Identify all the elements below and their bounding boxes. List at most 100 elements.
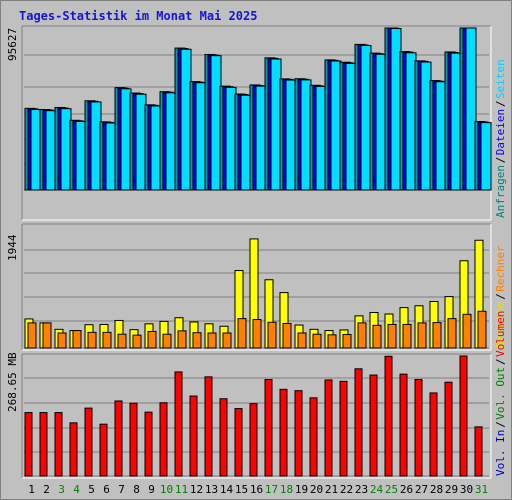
- bar-rechner-day-5: [87, 331, 97, 349]
- x-tick-label-19: 19: [295, 483, 308, 496]
- right-label-dateien: Dateien: [494, 109, 507, 155]
- right-label-vol--in: Vol. In: [494, 430, 507, 476]
- bar-rechner-day-28: [432, 322, 442, 349]
- x-tick-label-2: 2: [43, 483, 50, 496]
- x-tick-label-14: 14: [220, 483, 234, 496]
- bar-volumen-day-25: [384, 355, 393, 477]
- bar-volumen-day-14: [219, 398, 228, 477]
- x-tick-label-25: 25: [385, 483, 398, 496]
- x-tick-label-24: 24: [370, 483, 384, 496]
- bar-rechner-day-14: [222, 332, 232, 349]
- right-label-volumen: Volumen: [494, 311, 507, 357]
- x-tick-label-23: 23: [355, 483, 368, 496]
- x-tick-label-31: 31: [475, 483, 488, 496]
- right-label-rechner: Rechner: [494, 245, 507, 292]
- bar-volumen-day-23: [354, 368, 363, 477]
- right-label-sep: /: [494, 358, 507, 365]
- bar-volumen-day-19: [294, 390, 303, 477]
- right-label-sep: /: [494, 421, 507, 428]
- bar-rechner-day-15: [237, 318, 247, 349]
- x-tick-label-20: 20: [310, 483, 323, 496]
- bar-rechner-day-29: [447, 318, 457, 349]
- bar-volumen-day-22: [339, 380, 348, 477]
- right-label-sep: /: [494, 157, 507, 164]
- x-tick-label-13: 13: [205, 483, 218, 496]
- bar-rechner-day-23: [357, 322, 367, 349]
- bar-rechner-day-20: [312, 333, 322, 349]
- bar-rechner-day-10: [162, 333, 172, 349]
- bar-volumen-day-2: [39, 412, 48, 477]
- bar-seiten-day-31: [480, 122, 492, 191]
- bar-rechner-day-31: [477, 310, 487, 349]
- bar-volumen-day-3: [54, 412, 63, 477]
- bar-volumen-day-26: [399, 373, 408, 477]
- bar-volumen-day-15: [234, 408, 243, 477]
- bar-volumen-day-12: [189, 395, 198, 477]
- bar-rechner-day-30: [462, 313, 472, 349]
- x-tick-label-9: 9: [148, 483, 155, 496]
- bar-volumen-day-29: [444, 381, 453, 477]
- x-tick-label-12: 12: [190, 483, 203, 496]
- x-tick-label-7: 7: [118, 483, 125, 496]
- bar-volumen-day-13: [204, 376, 213, 477]
- bar-rechner-day-26: [402, 323, 412, 349]
- bar-rechner-day-19: [297, 332, 307, 349]
- bar-volumen-day-11: [174, 371, 183, 477]
- chart-title: Tages-Statistik im Monat Mai 2025: [19, 9, 258, 23]
- x-tick-label-10: 10: [160, 483, 173, 496]
- bar-rechner-day-2: [42, 322, 52, 349]
- bar-rechner-day-9: [147, 330, 157, 349]
- x-tick-label-8: 8: [133, 483, 140, 496]
- bar-volumen-day-16: [249, 403, 258, 477]
- bar-volumen-day-1: [24, 412, 33, 477]
- ymax-label-bot: 268.65 MB: [6, 352, 19, 412]
- bar-volumen-day-28: [429, 392, 438, 477]
- bar-volumen-day-21: [324, 379, 333, 477]
- bar-rechner-day-12: [192, 332, 202, 349]
- bar-volumen-day-30: [459, 355, 468, 477]
- bar-rechner-day-17: [267, 321, 277, 349]
- bar-rechner-day-18: [282, 323, 292, 349]
- bar-rechner-day-8: [132, 334, 142, 349]
- bar-volumen-day-31: [474, 426, 483, 477]
- right-label-vol--out: Vol. Out: [494, 367, 507, 420]
- x-tick-label-18: 18: [280, 483, 293, 496]
- x-tick-label-3: 3: [58, 483, 65, 496]
- right-label-anfragen: Anfragen: [494, 165, 507, 218]
- x-tick-label-29: 29: [445, 483, 458, 496]
- bar-volumen-day-27: [414, 379, 423, 477]
- x-tick-label-5: 5: [88, 483, 95, 496]
- right-label-sep: /: [494, 293, 507, 300]
- bar-volumen-day-8: [129, 402, 138, 477]
- x-tick-label-17: 17: [265, 483, 278, 496]
- bar-rechner-day-11: [177, 330, 187, 349]
- bar-volumen-day-20: [309, 397, 318, 477]
- bar-rechner-day-1: [27, 322, 37, 349]
- bar-volumen-day-10: [159, 402, 168, 477]
- right-label-sep: /: [494, 100, 507, 107]
- ymax-label-top: 95627: [6, 28, 19, 61]
- ymax-label-mid: 1944: [6, 234, 19, 261]
- x-tick-label-22: 22: [340, 483, 353, 496]
- bar-rechner-day-3: [57, 332, 67, 349]
- bar-volumen-day-17: [264, 379, 273, 477]
- bar-seiten-day-30: [465, 27, 477, 191]
- x-tick-label-1: 1: [28, 483, 35, 496]
- bar-rechner-day-25: [387, 323, 397, 349]
- bar-volumen-day-18: [279, 388, 288, 477]
- bar-rechner-day-21: [327, 334, 337, 349]
- bar-rechner-day-16: [252, 319, 262, 349]
- right-label-seiten: Seiten: [494, 59, 507, 99]
- x-tick-label-21: 21: [325, 483, 338, 496]
- bar-rechner-day-7: [117, 333, 127, 349]
- x-tick-label-16: 16: [250, 483, 263, 496]
- bar-volumen-day-6: [99, 423, 108, 477]
- x-tick-label-27: 27: [415, 483, 428, 496]
- bar-volumen-day-5: [84, 407, 93, 477]
- bar-rechner-day-24: [372, 324, 382, 349]
- x-tick-label-26: 26: [400, 483, 413, 496]
- x-tick-label-6: 6: [103, 483, 110, 496]
- x-tick-label-28: 28: [430, 483, 443, 496]
- bar-volumen-day-7: [114, 400, 123, 477]
- x-tick-label-30: 30: [460, 483, 473, 496]
